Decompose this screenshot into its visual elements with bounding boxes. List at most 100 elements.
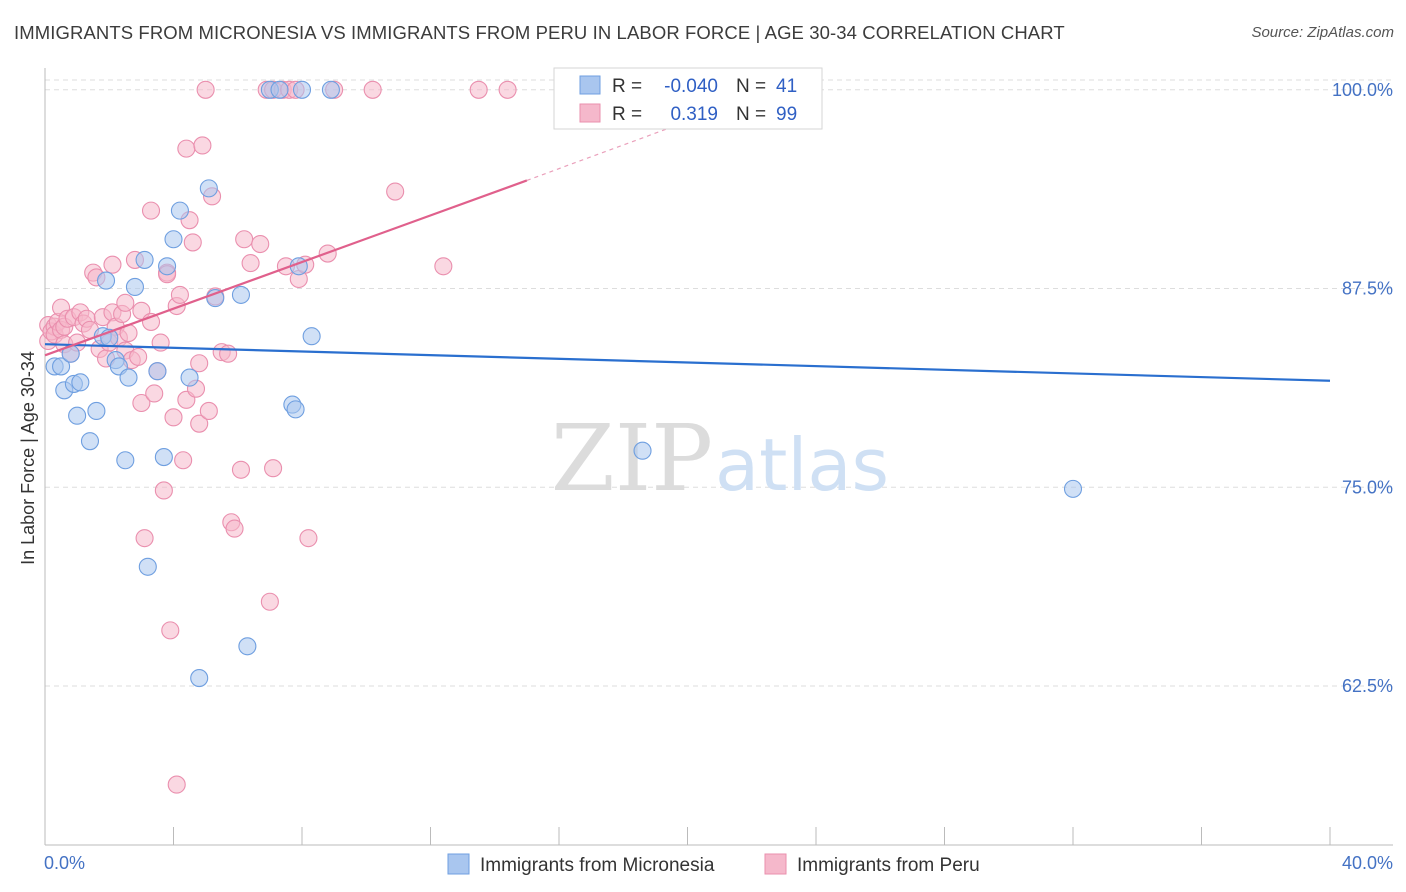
peru-point-66 — [225, 519, 244, 538]
peru-point-34 — [129, 347, 148, 366]
bottom-legend-swatch-peru — [764, 853, 787, 875]
micronesia-point-37 — [321, 80, 340, 99]
chart-title: IMMIGRANTS FROM MICRONESIA VS IMMIGRANTS… — [14, 22, 1065, 43]
micronesia-point-24 — [180, 368, 199, 387]
x-tick-label-1: 40.0% — [1342, 853, 1393, 873]
peru-point-56 — [190, 414, 209, 433]
peru-point-64 — [219, 344, 238, 363]
micronesia-point-22 — [164, 230, 183, 249]
peru-point-52 — [177, 139, 196, 158]
y-tick-label-2: 87.5% — [1342, 279, 1393, 299]
peru-points — [39, 80, 517, 794]
micronesia-point-31 — [270, 80, 289, 99]
bottom-legend-swatch-micronesia — [447, 853, 470, 875]
micronesia-point-17 — [135, 250, 154, 269]
y-axis-label: In Labor Force | Age 30-34 — [18, 351, 38, 565]
peru-point-70 — [251, 234, 270, 254]
micronesia-point-21 — [158, 257, 177, 276]
peru-point-46 — [161, 621, 180, 640]
micronesia-point-7 — [80, 432, 100, 451]
peru-point-89 — [167, 775, 186, 794]
y-tick-label-3: 100.0% — [1332, 80, 1393, 100]
peru-point-39 — [141, 201, 161, 220]
micronesia-point-39 — [1063, 479, 1083, 498]
micronesia-point-36 — [302, 327, 321, 346]
trendline-peru — [44, 179, 528, 357]
micronesia-point-23 — [170, 201, 189, 220]
legend-box: R = -0.040 N = 41 R = 0.319 N = 99 — [553, 67, 823, 130]
y-tick-label-0: 62.5% — [1342, 676, 1393, 696]
peru-point-85 — [386, 182, 405, 201]
peru-point-59 — [196, 80, 215, 99]
peru-point-87 — [469, 80, 488, 99]
peru-point-60 — [199, 401, 218, 421]
micronesia-point-19 — [148, 362, 167, 381]
micronesia-point-28 — [231, 285, 251, 304]
watermark-atlas: atlas — [715, 423, 889, 507]
x-tick-label-0: 0.0% — [44, 853, 85, 873]
bottom-legend-label-micronesia: Immigrants from Micronesia — [480, 855, 715, 876]
y-tick-label-1: 75.0% — [1342, 477, 1393, 497]
micronesia-point-15 — [119, 368, 138, 387]
trendlines — [44, 97, 1331, 382]
bottom-legend: Immigrants from Micronesia Immigrants fr… — [447, 853, 980, 876]
bottom-legend-label-peru: Immigrants from Peru — [797, 855, 980, 876]
micronesia-point-16 — [125, 277, 144, 296]
axes — [44, 68, 1393, 846]
tick-labels: 62.5% 75.0% 87.5% 100.0% 0.0% 40.0% — [44, 80, 1393, 873]
peru-point-73 — [264, 459, 283, 478]
trendline-micronesia — [44, 343, 1331, 382]
peru-point-50 — [174, 451, 193, 470]
watermark: ZIP atlas — [551, 405, 889, 512]
micronesia-point-29 — [238, 637, 257, 656]
peru-point-67 — [231, 460, 251, 479]
micronesia-point-20 — [154, 448, 173, 467]
peru-point-49 — [170, 285, 189, 304]
micronesia-point-33 — [286, 400, 305, 419]
legend-r-label-micronesia: R = — [612, 76, 642, 97]
micronesia-point-8 — [87, 401, 106, 421]
peru-point-58 — [193, 136, 212, 155]
legend-n-label-peru: N = — [736, 104, 766, 125]
legend-swatch-peru — [579, 103, 601, 123]
legend-swatch-micronesia — [579, 75, 601, 95]
peru-point-86 — [434, 257, 453, 276]
peru-point-81 — [299, 529, 318, 548]
legend-r-value-peru: 0.319 — [670, 104, 718, 125]
peru-point-57 — [190, 354, 209, 373]
legend-r-value-micronesia: -0.040 — [664, 76, 718, 97]
peru-point-24 — [103, 255, 122, 274]
peru-point-30 — [116, 293, 135, 312]
source-label: Source: ZipAtlas.com — [1251, 24, 1394, 41]
legend-n-label-micronesia: N = — [736, 76, 766, 97]
peru-point-35 — [132, 393, 151, 413]
legend-n-value-micronesia: 41 — [776, 76, 797, 97]
micronesia-point-14 — [116, 451, 135, 470]
peru-point-37 — [135, 529, 154, 548]
peru-point-54 — [183, 233, 202, 252]
micronesia-point-26 — [199, 179, 218, 198]
micronesia-point-38 — [633, 441, 652, 460]
peru-point-84 — [363, 80, 382, 99]
peru-point-68 — [235, 230, 254, 249]
legend-r-label-peru: R = — [612, 104, 642, 125]
peru-point-47 — [164, 408, 183, 427]
gridlines — [45, 79, 1393, 687]
micronesia-point-18 — [138, 557, 157, 576]
micronesia-point-27 — [206, 289, 225, 308]
micronesia-point-6 — [71, 373, 90, 392]
watermark-zip: ZIP — [551, 405, 713, 512]
peru-point-40 — [145, 384, 164, 403]
micronesia-point-5 — [68, 406, 87, 425]
peru-point-72 — [260, 592, 279, 611]
micronesia-point-10 — [96, 271, 116, 290]
micronesia-points — [45, 80, 1083, 688]
micronesia-point-35 — [292, 80, 312, 99]
peru-point-88 — [498, 80, 517, 99]
micronesia-point-1 — [52, 357, 71, 376]
peru-point-69 — [241, 254, 260, 273]
legend-n-value-peru: 99 — [776, 104, 797, 125]
micronesia-point-25 — [190, 669, 209, 688]
peru-point-43 — [154, 481, 173, 500]
